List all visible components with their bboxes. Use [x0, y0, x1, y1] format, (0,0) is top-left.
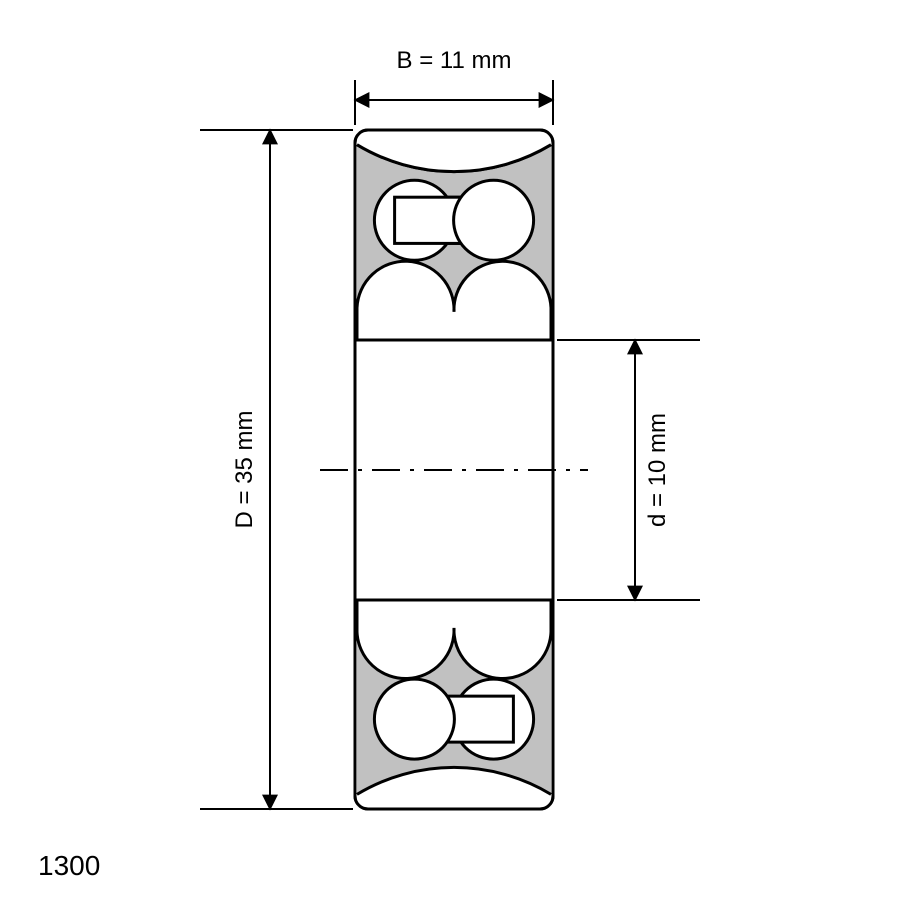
- part-number: 1300: [38, 850, 100, 881]
- ball: [454, 180, 534, 260]
- dimension-label-B: B = 11 mm: [397, 47, 512, 74]
- bearing-diagram: B = 11 mm D = 35 mm d = 10 mm 1300: [0, 0, 900, 900]
- ball: [374, 679, 454, 759]
- dimension-label-D: D = 35 mm: [231, 410, 258, 528]
- dimension-label-d: d = 10 mm: [644, 413, 671, 527]
